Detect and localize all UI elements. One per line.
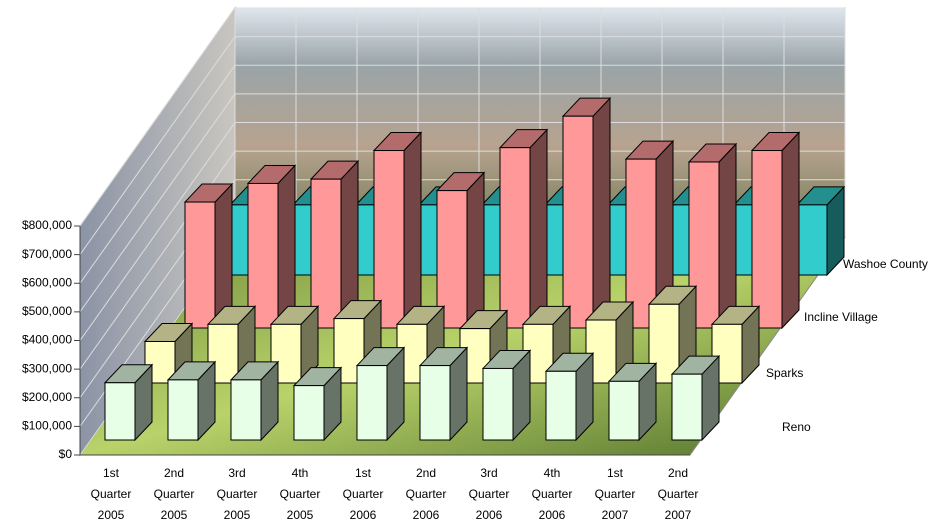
bar	[104, 382, 136, 441]
x-tick-label: 4th Quarter 2005	[279, 466, 321, 522]
x-tick-label: 1st Quarter 2006	[342, 466, 384, 522]
bar-side	[781, 131, 800, 330]
bar	[419, 365, 451, 441]
bar	[751, 150, 783, 329]
x-tick-label: 3rd Quarter 2005	[216, 466, 258, 522]
series-label: Washoe County	[843, 257, 928, 271]
x-tick-label: 4th Quarter 2006	[531, 466, 573, 522]
bar	[184, 201, 216, 329]
y-tick-label: $200,000	[22, 390, 72, 404]
bar	[796, 204, 828, 276]
bar	[247, 182, 279, 329]
series-label: Incline Village	[804, 310, 878, 324]
bar-side	[466, 171, 485, 330]
x-tick-label: 1st Quarter 2005	[90, 466, 132, 522]
bars	[103, 96, 846, 442]
bar	[230, 379, 262, 441]
x-tick-label: 2nd Quarter 2006	[405, 466, 447, 522]
y-tick-label: $400,000	[22, 333, 72, 347]
x-tick-label: 1st Quarter 2007	[594, 466, 636, 522]
bar	[144, 340, 176, 384]
bar-side	[403, 131, 422, 330]
bar	[562, 115, 594, 329]
series-label: Sparks	[766, 366, 803, 380]
bar	[671, 373, 703, 441]
bar	[482, 367, 514, 441]
y-tick-label: $600,000	[22, 275, 72, 289]
bar-side	[718, 142, 737, 330]
bar	[293, 385, 325, 441]
bar-side	[529, 128, 548, 330]
bar-side	[277, 164, 296, 330]
bar	[545, 370, 577, 441]
y-tick-label: $500,000	[22, 304, 72, 318]
bar-side	[592, 96, 611, 330]
y-tick-label: $300,000	[22, 361, 72, 375]
series-label: Reno	[782, 420, 811, 434]
bar	[356, 365, 388, 441]
bar	[499, 147, 531, 329]
x-tick-label: 3rd Quarter 2006	[468, 466, 510, 522]
bar	[310, 178, 342, 329]
y-tick-label: $800,000	[22, 218, 72, 232]
y-tick-label: $100,000	[22, 419, 72, 433]
x-tick-label: 2nd Quarter 2007	[657, 466, 699, 522]
bar	[167, 379, 199, 441]
bar	[608, 380, 640, 441]
bar	[373, 150, 405, 329]
y-tick-label: $700,000	[22, 247, 72, 261]
bar	[625, 158, 657, 329]
x-tick-label: 2nd Quarter 2005	[153, 466, 195, 522]
bar	[436, 190, 468, 329]
y-tick-label: $0	[59, 447, 73, 461]
